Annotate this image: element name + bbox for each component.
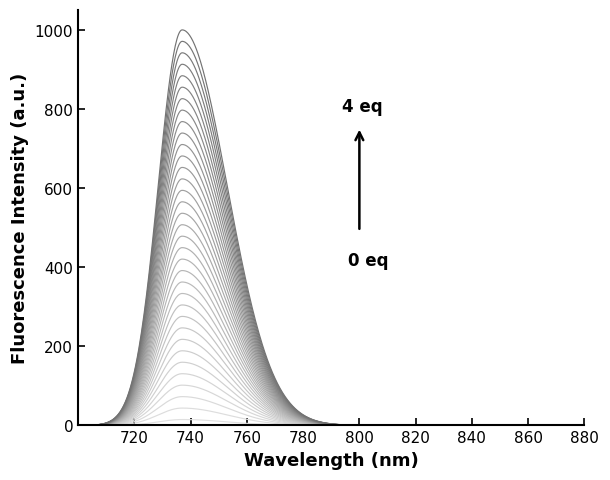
X-axis label: Wavelength (nm): Wavelength (nm) (244, 451, 418, 469)
Text: 4 eq: 4 eq (342, 98, 383, 116)
Y-axis label: Fluorescence Intensity (a.u.): Fluorescence Intensity (a.u.) (11, 73, 29, 364)
Text: 0 eq: 0 eq (348, 252, 389, 270)
